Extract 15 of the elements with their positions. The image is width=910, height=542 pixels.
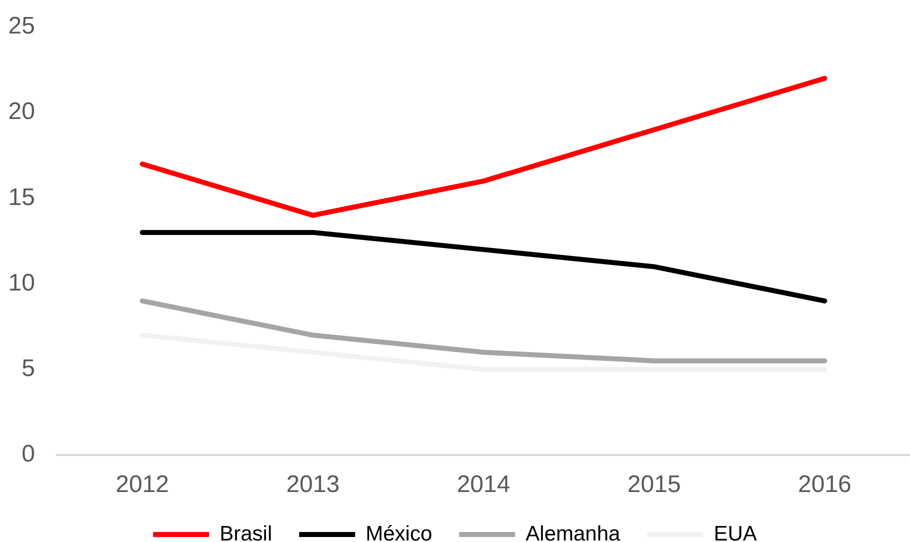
legend-label: México — [366, 522, 432, 542]
legend-label: EUA — [714, 522, 757, 542]
x-tick-label: 2016 — [798, 471, 852, 498]
y-tick-label: 0 — [22, 440, 35, 468]
y-tick-label: 15 — [8, 184, 35, 211]
x-tick-label: 2015 — [627, 471, 681, 498]
y-tick-label: 10 — [8, 269, 35, 296]
y-tick-label: 5 — [22, 355, 35, 382]
x-tick-label: 2013 — [286, 471, 340, 498]
x-tick-label: 2014 — [456, 471, 510, 498]
y-tick-label: 20 — [8, 98, 35, 126]
legend-label: Alemanha — [526, 522, 621, 542]
y-tick-label: 25 — [8, 12, 35, 40]
x-tick-label: 2012 — [116, 471, 169, 498]
legend-label: Brasil — [220, 522, 272, 542]
